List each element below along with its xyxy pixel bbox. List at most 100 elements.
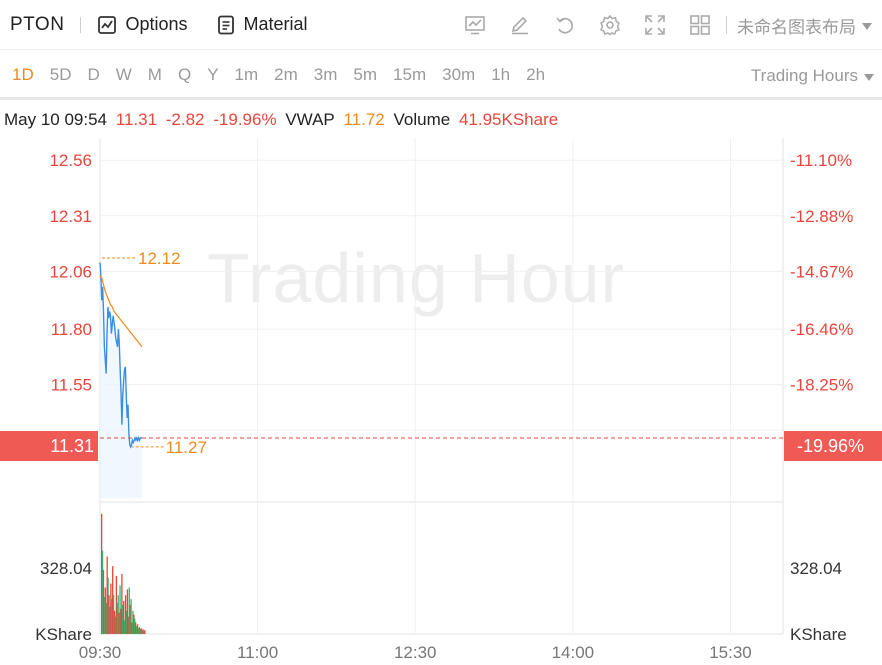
period-tab-d[interactable]: D [87,64,100,84]
volume-bar [116,602,118,634]
volume-bar [128,587,130,634]
material-document-icon [218,15,235,34]
quote-datetime: May 10 09:54 [4,110,108,129]
volume-bar [124,620,126,634]
volume-bar [117,595,119,634]
volume-value: 41.95KShare [458,110,559,129]
y-left-tick-label: 11.80 [51,320,92,339]
options-button[interactable]: Options [97,14,187,35]
volume-bar [127,616,129,634]
y-right-tick-label: -11.10% [790,151,852,170]
draw-pen-icon [511,16,528,35]
volume-bar [122,604,124,634]
period-tab-2h[interactable]: 2h [526,64,546,84]
price-line [99,262,143,449]
x-tick-label: 09:30 [79,643,122,662]
layout-name-dropdown[interactable]: 未命名图表布局 [737,17,856,37]
period-tab-1m[interactable]: 1m [234,64,259,84]
period-tabs: 1D 5D D W M Q Y 1m 2m 3m 5m 15m 30m 1h 2h Trading Hour… [0,52,882,100]
vwap-line [99,275,143,348]
quote-change: -2.82 [165,110,205,129]
volume-bar [121,573,123,634]
volume-bar [118,612,120,634]
undo-button[interactable] [542,0,587,50]
volume-bar [126,589,129,634]
volume-bar [130,599,132,634]
y-right-tick-label: -18.25% [790,376,853,395]
volume-bar [144,630,146,634]
volume-bar [102,570,105,634]
toolbar-right-group: 未命名图表布局 [452,0,882,50]
volume-unit-left-label: KShare [35,625,92,644]
period-tab-30m[interactable]: 30m [442,64,476,84]
indicator-button[interactable] [452,0,497,50]
grid-layout-button[interactable] [677,0,722,50]
volume-label: Volume [393,110,451,129]
volume-bar [135,622,137,634]
quote-price: 11.31 [115,110,158,129]
draw-button[interactable] [497,0,542,50]
indicator-chart-icon [464,16,485,35]
volume-bar [140,628,142,634]
period-tab-w[interactable]: W [115,64,132,84]
chart-grid [99,138,784,635]
volume-bar [142,629,144,634]
period-tab-q[interactable]: Q [177,64,192,84]
volume-bar [133,614,135,634]
trading-hours-dropdown[interactable]: Trading Hours [751,52,874,100]
period-tab-5d[interactable]: 5D [49,64,72,84]
current-price-tag: 11.31 [0,431,98,461]
period-tab-m[interactable]: M [147,64,162,84]
period-tab-1h[interactable]: 1h [491,64,511,84]
undo-icon [555,17,573,34]
volume-bar [143,631,145,634]
volume-bar [112,566,114,634]
period-tab-1d[interactable]: 1D [12,64,34,84]
volume-bar [120,608,122,634]
trading-hours-label: Trading Hours [750,66,858,85]
volume-bar [103,597,106,634]
high-price-label: 12.12 [138,249,181,268]
period-tab-y[interactable]: Y [207,64,219,84]
toolbar-divider [80,16,82,33]
vwap-label: VWAP [285,110,335,129]
chevron-down-icon[interactable] [862,22,872,30]
material-button[interactable]: Material [217,14,308,35]
volume-bar [141,630,143,634]
chart-labels: 12.56 -11.10% 12.31 -12.88% 12.06 -14.67% 11.8… [35,151,853,662]
grid-layout-icon [689,15,710,35]
gear-icon [599,14,620,36]
volume-bar [134,618,136,634]
intraday-chart[interactable]: 12.56 -11.10% 12.31 -12.88% 12.06 -14.67% 11.8… [0,138,882,665]
volume-unit-right-label: KShare [790,625,847,644]
y-right-tick-label: -14.67% [790,262,853,281]
volume-bar [101,513,103,634]
period-tab-15m[interactable]: 15m [393,64,427,84]
volume-bar [131,622,133,634]
quote-line: May 10 09:54 11.31 -2.82 -19.96% VWAP 11… [4,110,562,132]
low-price-label: 11.27 [166,438,207,457]
y-left-tick-label: 12.06 [49,262,92,281]
toolbar-divider-right [726,16,727,34]
volume-bar [124,595,127,634]
y-left-tick-label: 11.55 [51,376,92,395]
material-label: Material [243,14,308,34]
volume-bar [112,595,115,634]
period-tab-2m[interactable]: 2m [274,64,298,84]
period-tab-5m[interactable]: 5m [353,64,378,84]
ticker-symbol[interactable]: PTON [10,13,65,35]
x-tick-label: 15:30 [709,643,752,662]
settings-button[interactable] [587,0,632,50]
volume-bar [113,610,116,634]
volume-bar [137,628,140,634]
y-left-tick-label: 12.56 [49,151,92,170]
period-tab-list: 1D 5D D W M Q Y 1m 2m 3m 5m 15m 30m 1h 2h [0,65,553,85]
volume-bar [111,599,113,634]
volume-bar [114,616,117,634]
fullscreen-button[interactable] [632,0,677,50]
volume-bar [104,587,106,634]
options-chart-icon [98,15,117,34]
volume-bar [135,626,138,634]
volume-bar [115,575,118,634]
period-tab-3m[interactable]: 3m [313,64,338,84]
